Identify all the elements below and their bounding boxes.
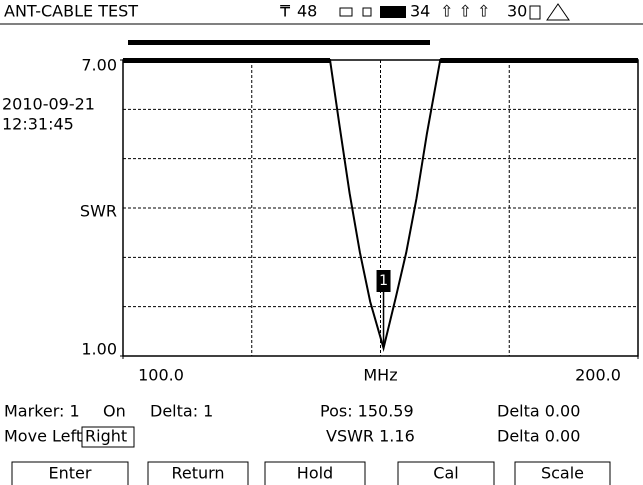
marker-label: 1 — [379, 273, 388, 289]
softkey[interactable] — [264, 461, 366, 485]
battery-icon — [380, 6, 406, 18]
softkey-label[interactable]: Hold — [297, 464, 333, 483]
signal: 48 — [297, 2, 317, 21]
y-tick-label: 1.00 — [81, 340, 117, 359]
state: On — [103, 402, 126, 421]
softkey[interactable] — [397, 461, 495, 485]
y-tick-label: 7.00 — [81, 56, 117, 75]
softkey-label[interactable]: Return — [171, 464, 224, 483]
softkey[interactable] — [514, 461, 611, 485]
status-panel: Marker: 1 On Delta: 1 Pos: 150.59 Delta … — [4, 402, 580, 448]
x-tick-label: 100.0 — [138, 366, 184, 385]
x-tick-label: 200.0 — [575, 366, 621, 385]
delta: Delta 0.00 — [497, 427, 580, 446]
trace-clip — [440, 58, 638, 63]
move: Move Left — [4, 427, 82, 446]
softkeys: Enter Return Hold Cal Scale — [11, 461, 611, 485]
delta: Delta 0.00 — [497, 402, 580, 421]
marker: Marker: 1 — [4, 402, 80, 421]
x-axis-label: MHz — [363, 366, 397, 385]
softkey-label[interactable]: Scale — [541, 464, 584, 483]
softkey[interactable] — [147, 461, 249, 485]
plug-icon — [339, 7, 353, 17]
vswr: VSWR 1.16 — [326, 427, 415, 446]
battery: 34 — [410, 2, 430, 21]
swr-trace — [123, 59, 638, 353]
progress-bar — [128, 40, 430, 45]
sd-icon — [529, 5, 541, 20]
square-icon — [362, 7, 372, 17]
delta-marker: Delta: 1 — [150, 402, 213, 421]
right-box[interactable] — [81, 426, 135, 448]
time: 12:31:45 — [2, 115, 74, 134]
marker-box — [376, 270, 391, 292]
title: ANT-CABLE TEST — [4, 2, 138, 21]
pos: Pos: 150.59 — [320, 402, 414, 421]
softkey-label[interactable]: Cal — [433, 464, 458, 483]
trace-clip — [123, 58, 331, 63]
right[interactable]: Right — [85, 427, 127, 446]
signal-icon: ₸ — [280, 2, 291, 21]
y-axis-label: SWR — [80, 202, 117, 221]
gps: 30 — [507, 2, 527, 21]
softkey-label[interactable]: Enter — [49, 464, 92, 483]
gps-icons: ⇧ ⇧ ⇧ — [440, 2, 490, 21]
warning-icon — [546, 3, 570, 21]
plot: 7.00 1.00 100.0 200.0 MHz SWR 2010-09-2112:31:… — [2, 56, 639, 385]
date: 2010-09-21 — [2, 95, 95, 114]
softkey[interactable] — [11, 461, 129, 485]
